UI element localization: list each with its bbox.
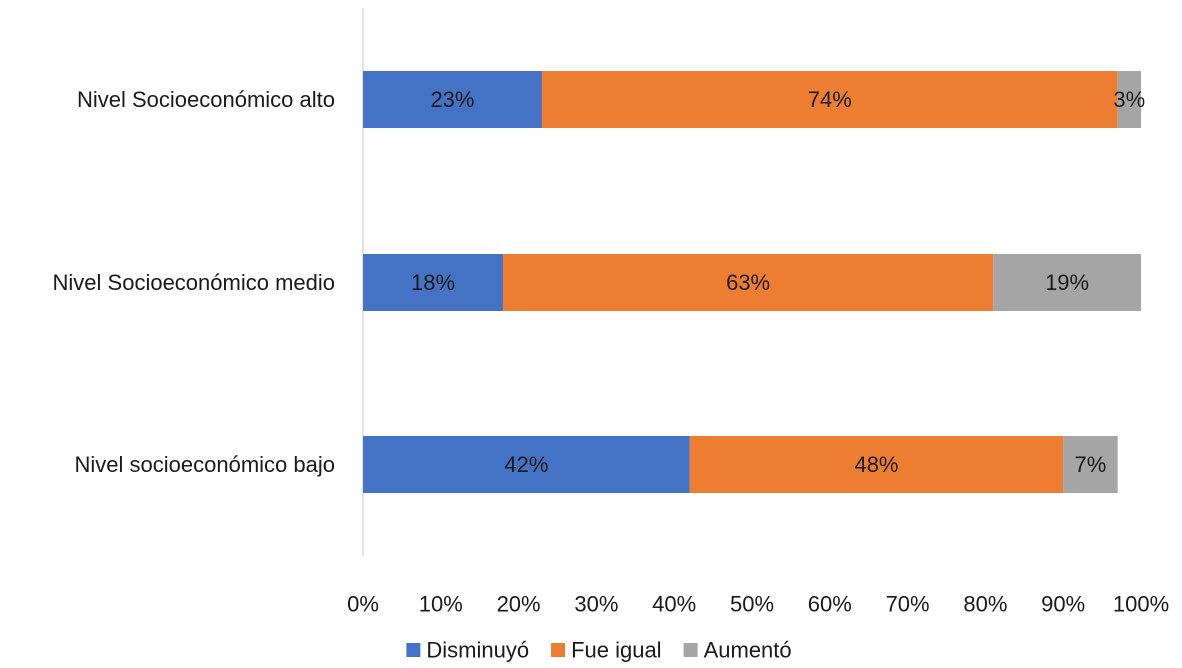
bar-aumento-nivel-socioeconomico-alto (1117, 71, 1141, 128)
legend-label-fue-igual: Fue igual (571, 638, 662, 663)
x-tick-label-1: 10% (419, 592, 463, 617)
legend-swatch-aumento (683, 643, 698, 657)
legend-item-disminuyo: Disminuyó (406, 638, 529, 663)
data-labels: 23% 74% 3% 18% 63% 19% 42% 48% 7% (411, 87, 1145, 477)
data-label-disminuyo-nivel-socioeconomico-bajo: 42% (504, 452, 548, 477)
legend-swatch-disminuyo (406, 643, 421, 657)
data-label-fue-igual-nivel-socioeconomico-bajo: 48% (854, 452, 898, 477)
bar-fue-igual-nivel-socioeconomico-alto (541, 71, 1118, 128)
x-tick-label-6: 60% (808, 592, 852, 617)
x-tick-label-4: 40% (652, 592, 696, 617)
x-tick-label-0: 0% (347, 592, 379, 617)
bar-aumento-nivel-socioeconomico-medio (993, 254, 1141, 311)
bar-fue-igual-nivel-socioeconomico-bajo (689, 436, 1064, 493)
bar-segments (363, 71, 1141, 493)
data-label-disminuyo-nivel-socioeconomico-alto: 23% (430, 87, 474, 112)
data-label-aumento-nivel-socioeconomico-medio: 19% (1045, 270, 1089, 295)
x-tick-label-7: 70% (886, 592, 930, 617)
legend-item-fue-igual: Fue igual (551, 638, 662, 663)
data-label-fue-igual-nivel-socioeconomico-alto: 74% (808, 87, 852, 112)
bar-aumento-nivel-socioeconomico-bajo (1063, 436, 1118, 493)
data-label-aumento-nivel-socioeconomico-alto: 3% (1113, 87, 1145, 112)
data-label-fue-igual-nivel-socioeconomico-medio: 63% (726, 270, 770, 295)
bar-disminuyo-nivel-socioeconomico-alto (363, 71, 542, 128)
bar-fue-igual-nivel-socioeconomico-medio (503, 254, 994, 311)
legend-swatch-fue-igual (551, 643, 566, 657)
legend-label-aumento: Aumentó (704, 638, 792, 663)
category-label-nivel-socioeconomico-bajo: Nivel socioeconómico bajo (75, 452, 335, 477)
category-labels: Nivel Socioeconómico alto Nivel Socioecon… (53, 87, 335, 477)
data-label-aumento-nivel-socioeconomico-bajo: 7% (1075, 452, 1107, 477)
bar-disminuyo-nivel-socioeconomico-bajo (363, 436, 690, 493)
x-tick-label-10: 100% (1113, 592, 1169, 617)
data-label-disminuyo-nivel-socioeconomico-medio: 18% (411, 270, 455, 295)
x-tick-label-9: 90% (1041, 592, 1085, 617)
x-tick-label-3: 30% (574, 592, 618, 617)
category-label-nivel-socioeconomico-alto: Nivel Socioeconómico alto (77, 87, 335, 112)
x-axis-tick-labels: 0% 10% 20% 30% 40% 50% 60% 70% 80% 90% 100% (347, 592, 1169, 617)
legend-label-disminuyo: Disminuyó (426, 638, 529, 663)
category-label-nivel-socioeconomico-medio: Nivel Socioeconómico medio (53, 270, 335, 295)
legend: Disminuyó Fue igual Aumentó (406, 638, 792, 663)
legend-item-aumento: Aumentó (683, 638, 792, 663)
x-tick-label-5: 50% (730, 592, 774, 617)
bar-disminuyo-nivel-socioeconomico-medio (363, 254, 504, 311)
x-tick-label-2: 20% (497, 592, 541, 617)
x-tick-label-8: 80% (963, 592, 1007, 617)
